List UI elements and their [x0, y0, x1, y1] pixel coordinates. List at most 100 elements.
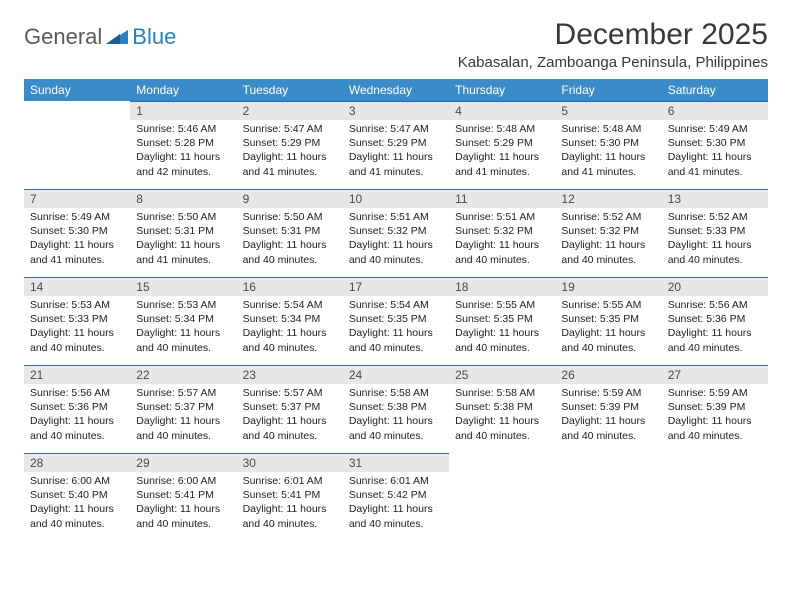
sunrise-text: Sunrise: 5:55 AM — [561, 298, 655, 312]
day-body: Sunrise: 6:01 AMSunset: 5:41 PMDaylight:… — [237, 472, 343, 535]
daylight-text: Daylight: 11 hours and 40 minutes. — [136, 502, 230, 530]
daylight-text: Daylight: 11 hours and 41 minutes. — [455, 150, 549, 178]
day-number: 7 — [24, 189, 130, 208]
calendar-week-row: 1 Sunrise: 5:46 AMSunset: 5:28 PM Daylight… — [24, 101, 768, 189]
calendar-cell: 17Sunrise: 5:54 AMSunset: 5:35 PMDayligh… — [343, 277, 449, 365]
calendar-cell: 16Sunrise: 5:54 AMSunset: 5:34 PMDayligh… — [237, 277, 343, 365]
sunset-text: Sunset: 5:39 PM — [561, 400, 655, 414]
day-number: 4 — [449, 101, 555, 120]
calendar-cell: 24Sunrise: 5:58 AMSunset: 5:38 PMDayligh… — [343, 365, 449, 453]
day-body: Sunrise: 5:54 AMSunset: 5:34 PMDaylight:… — [237, 296, 343, 359]
sunrise-text: Sunrise: 5:50 AM — [243, 210, 337, 224]
day-number: 21 — [24, 365, 130, 384]
day-body: Sunrise: 5:56 AMSunset: 5:36 PMDaylight:… — [24, 384, 130, 447]
day-body: Sunrise: 5:55 AMSunset: 5:35 PMDaylight:… — [555, 296, 661, 359]
day-body: Sunrise: 6:01 AMSunset: 5:42 PMDaylight:… — [343, 472, 449, 535]
sunset-text: Sunset: 5:28 PM — [136, 136, 230, 150]
calendar-cell: 19Sunrise: 5:55 AMSunset: 5:35 PMDayligh… — [555, 277, 661, 365]
daylight-text: Daylight: 11 hours and 40 minutes. — [561, 414, 655, 442]
day-number: 25 — [449, 365, 555, 384]
sunset-text: Sunset: 5:32 PM — [455, 224, 549, 238]
day-body: Sunrise: 5:50 AMSunset: 5:31 PMDaylight:… — [130, 208, 236, 271]
day-number: 29 — [130, 453, 236, 472]
calendar-cell: 2Sunrise: 5:47 AMSunset: 5:29 PMDaylight… — [237, 101, 343, 189]
sunrise-text: Sunrise: 5:46 AM — [136, 122, 230, 136]
day-body: Sunrise: 5:48 AMSunset: 5:29 PMDaylight:… — [449, 120, 555, 183]
day-number: 22 — [130, 365, 236, 384]
day-body: Sunrise: 5:59 AMSunset: 5:39 PMDaylight:… — [662, 384, 768, 447]
daylight-text: Daylight: 11 hours and 40 minutes. — [561, 326, 655, 354]
day-number: 24 — [343, 365, 449, 384]
day-number: 3 — [343, 101, 449, 120]
sunrise-text: Sunrise: 6:01 AM — [243, 474, 337, 488]
daylight-text: Daylight: 11 hours and 40 minutes. — [136, 414, 230, 442]
day-number: 17 — [343, 277, 449, 296]
day-body: Sunrise: 5:56 AMSunset: 5:36 PMDaylight:… — [662, 296, 768, 359]
sunrise-text: Sunrise: 5:48 AM — [455, 122, 549, 136]
sunset-text: Sunset: 5:32 PM — [561, 224, 655, 238]
day-number: 14 — [24, 277, 130, 296]
calendar-cell: 13Sunrise: 5:52 AMSunset: 5:33 PMDayligh… — [662, 189, 768, 277]
daylight-text: Daylight: 11 hours and 40 minutes. — [243, 502, 337, 530]
sunrise-text: Sunrise: 5:49 AM — [30, 210, 124, 224]
daylight-text: Daylight: 11 hours and 40 minutes. — [136, 326, 230, 354]
day-number: 27 — [662, 365, 768, 384]
calendar-cell: 30Sunrise: 6:01 AMSunset: 5:41 PMDayligh… — [237, 453, 343, 541]
daylight-text: Daylight: 11 hours and 40 minutes. — [455, 414, 549, 442]
day-body: Sunrise: 5:55 AMSunset: 5:35 PMDaylight:… — [449, 296, 555, 359]
day-body: Sunrise: 5:49 AMSunset: 5:30 PMDaylight:… — [662, 120, 768, 183]
calendar-cell: 7Sunrise: 5:49 AMSunset: 5:30 PMDaylight… — [24, 189, 130, 277]
sunset-text: Sunset: 5:31 PM — [243, 224, 337, 238]
calendar-cell: 11Sunrise: 5:51 AMSunset: 5:32 PMDayligh… — [449, 189, 555, 277]
calendar-cell: 5Sunrise: 5:48 AMSunset: 5:30 PMDaylight… — [555, 101, 661, 189]
day-body: Sunrise: 6:00 AMSunset: 5:40 PMDaylight:… — [24, 472, 130, 535]
sunset-text: Sunset: 5:39 PM — [668, 400, 762, 414]
daylight-text: Daylight: 11 hours and 40 minutes. — [349, 502, 443, 530]
day-number: 26 — [555, 365, 661, 384]
sunrise-text: Sunrise: 5:57 AM — [136, 386, 230, 400]
page-header: General Blue December 2025 — [24, 18, 768, 52]
day-number: 1 — [130, 101, 236, 120]
day-body: Sunrise: 5:59 AMSunset: 5:39 PMDaylight:… — [555, 384, 661, 447]
daylight-text: Daylight: 11 hours and 40 minutes. — [30, 326, 124, 354]
daylight-text: Daylight: 11 hours and 40 minutes. — [30, 502, 124, 530]
sunrise-text: Sunrise: 5:49 AM — [668, 122, 762, 136]
sunset-text: Sunset: 5:33 PM — [668, 224, 762, 238]
daylight-text: Daylight: 11 hours and 40 minutes. — [455, 326, 549, 354]
day-body: Sunrise: 5:49 AMSunset: 5:30 PMDaylight:… — [24, 208, 130, 271]
calendar-cell: 6Sunrise: 5:49 AMSunset: 5:30 PMDaylight… — [662, 101, 768, 189]
sunset-text: Sunset: 5:34 PM — [243, 312, 337, 326]
sunrise-text: Sunrise: 6:00 AM — [136, 474, 230, 488]
sunrise-text: Sunrise: 5:48 AM — [561, 122, 655, 136]
daylight-text: Daylight: 11 hours and 41 minutes. — [349, 150, 443, 178]
calendar-cell: 4Sunrise: 5:48 AMSunset: 5:29 PMDaylight… — [449, 101, 555, 189]
day-body: Sunrise: 5:51 AMSunset: 5:32 PMDaylight:… — [343, 208, 449, 271]
sunrise-text: Sunrise: 5:53 AM — [30, 298, 124, 312]
daylight-text: Daylight: 11 hours and 40 minutes. — [30, 414, 124, 442]
daylight-text: Daylight: 11 hours and 40 minutes. — [243, 414, 337, 442]
calendar-cell — [662, 453, 768, 541]
sunset-text: Sunset: 5:31 PM — [136, 224, 230, 238]
sunset-text: Sunset: 5:36 PM — [30, 400, 124, 414]
calendar-cell — [24, 101, 130, 189]
day-body: Sunrise: 5:47 AMSunset: 5:29 PMDaylight:… — [343, 120, 449, 183]
sunrise-text: Sunrise: 5:51 AM — [349, 210, 443, 224]
sunrise-text: Sunrise: 5:57 AM — [243, 386, 337, 400]
calendar-cell: 15Sunrise: 5:53 AMSunset: 5:34 PMDayligh… — [130, 277, 236, 365]
calendar-cell: 8Sunrise: 5:50 AMSunset: 5:31 PMDaylight… — [130, 189, 236, 277]
calendar-cell — [555, 453, 661, 541]
calendar-cell: 21Sunrise: 5:56 AMSunset: 5:36 PMDayligh… — [24, 365, 130, 453]
weekday-header: Monday — [130, 79, 236, 101]
sunset-text: Sunset: 5:35 PM — [561, 312, 655, 326]
day-number: 8 — [130, 189, 236, 208]
day-body: Sunrise: 5:48 AMSunset: 5:30 PMDaylight:… — [555, 120, 661, 183]
sunset-text: Sunset: 5:34 PM — [136, 312, 230, 326]
day-body: Sunrise: 5:52 AMSunset: 5:32 PMDaylight:… — [555, 208, 661, 271]
day-number: 16 — [237, 277, 343, 296]
sunset-text: Sunset: 5:38 PM — [349, 400, 443, 414]
day-number: 19 — [555, 277, 661, 296]
daylight-text: Daylight: 11 hours and 40 minutes. — [668, 414, 762, 442]
sunrise-text: Sunrise: 5:58 AM — [349, 386, 443, 400]
day-body: Sunrise: 5:52 AMSunset: 5:33 PMDaylight:… — [662, 208, 768, 271]
calendar-cell: 20Sunrise: 5:56 AMSunset: 5:36 PMDayligh… — [662, 277, 768, 365]
